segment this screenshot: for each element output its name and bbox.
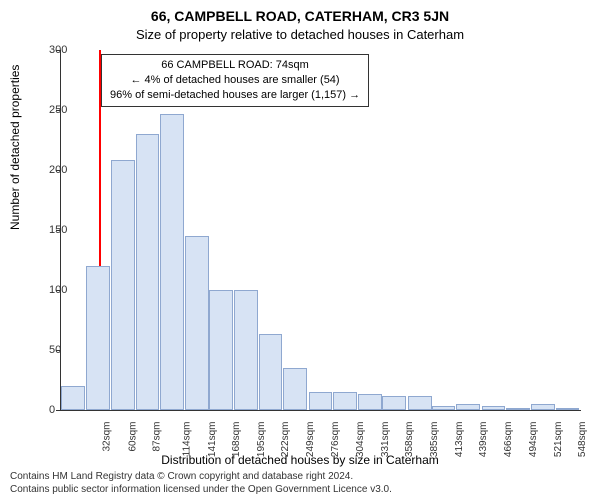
chart-area: 66 CAMPBELL ROAD: 74sqm ← 4% of detached… bbox=[60, 50, 580, 410]
histogram-bar bbox=[432, 406, 456, 410]
x-tick-label: 548sqm bbox=[577, 422, 588, 458]
histogram-bar bbox=[382, 396, 406, 410]
histogram-bar bbox=[506, 408, 530, 410]
info-line-3: 96% of semi-detached houses are larger (… bbox=[110, 88, 360, 103]
x-axis-label: Distribution of detached houses by size … bbox=[0, 453, 600, 467]
histogram-bar bbox=[111, 160, 135, 410]
x-tick-label: 249sqm bbox=[305, 422, 316, 458]
chart-container: 66, CAMPBELL ROAD, CATERHAM, CR3 5JN Siz… bbox=[0, 0, 600, 500]
histogram-bar bbox=[309, 392, 333, 410]
histogram-bar bbox=[408, 396, 432, 410]
histogram-bar bbox=[358, 394, 382, 410]
histogram-bar bbox=[283, 368, 307, 410]
info-line-1: 66 CAMPBELL ROAD: 74sqm bbox=[110, 58, 360, 73]
attribution-line-1: Contains HM Land Registry data © Crown c… bbox=[10, 471, 353, 482]
histogram-bar bbox=[333, 392, 357, 410]
x-tick-label: 494sqm bbox=[528, 422, 539, 458]
info-box: 66 CAMPBELL ROAD: 74sqm ← 4% of detached… bbox=[101, 54, 369, 107]
histogram-bar bbox=[482, 406, 506, 410]
x-tick-label: 439sqm bbox=[478, 422, 489, 458]
x-tick-label: 385sqm bbox=[429, 422, 440, 458]
x-tick-label: 466sqm bbox=[503, 422, 514, 458]
x-tick-label: 114sqm bbox=[181, 422, 192, 457]
info-line-2: ← 4% of detached houses are smaller (54) bbox=[110, 73, 360, 88]
histogram-bar bbox=[259, 334, 283, 410]
y-tick-label: 50 bbox=[49, 344, 53, 356]
histogram-bar bbox=[456, 404, 480, 410]
attribution-line-2: Contains public sector information licen… bbox=[10, 484, 392, 495]
x-tick-label: 60sqm bbox=[127, 422, 138, 452]
x-tick-label: 87sqm bbox=[152, 422, 163, 452]
chart-subtitle: Size of property relative to detached ho… bbox=[0, 27, 600, 42]
histogram-bar bbox=[61, 386, 85, 410]
y-tick-label: 250 bbox=[49, 104, 53, 116]
address-title: 66, CAMPBELL ROAD, CATERHAM, CR3 5JN bbox=[0, 8, 600, 24]
histogram-bar bbox=[86, 266, 110, 410]
y-tick-label: 300 bbox=[49, 44, 53, 56]
histogram-bar bbox=[556, 408, 580, 410]
histogram-bar bbox=[209, 290, 233, 410]
x-tick-label: 195sqm bbox=[256, 422, 267, 458]
y-tick bbox=[56, 410, 61, 411]
y-tick-label: 0 bbox=[49, 404, 53, 416]
attribution-text: Contains HM Land Registry data © Crown c… bbox=[10, 470, 392, 496]
y-tick-label: 200 bbox=[49, 164, 53, 176]
x-tick-label: 222sqm bbox=[280, 422, 291, 458]
x-tick-label: 358sqm bbox=[404, 422, 415, 458]
y-tick-label: 150 bbox=[49, 224, 53, 236]
histogram-bar bbox=[160, 114, 184, 410]
x-tick-label: 276sqm bbox=[330, 422, 341, 458]
x-tick-label: 413sqm bbox=[454, 422, 465, 458]
x-tick-label: 521sqm bbox=[553, 422, 564, 458]
x-tick-label: 141sqm bbox=[207, 422, 218, 458]
x-tick-label: 331sqm bbox=[380, 422, 391, 458]
plot-region: 66 CAMPBELL ROAD: 74sqm ← 4% of detached… bbox=[60, 50, 581, 411]
histogram-bar bbox=[185, 236, 209, 410]
y-tick-label: 100 bbox=[49, 284, 53, 296]
y-axis-label: Number of detached properties bbox=[8, 65, 22, 230]
histogram-bar bbox=[136, 134, 160, 410]
x-tick-label: 304sqm bbox=[355, 422, 366, 458]
histogram-bar bbox=[234, 290, 258, 410]
x-tick-label: 32sqm bbox=[102, 422, 113, 452]
x-tick-label: 168sqm bbox=[231, 422, 242, 458]
histogram-bar bbox=[531, 404, 555, 410]
